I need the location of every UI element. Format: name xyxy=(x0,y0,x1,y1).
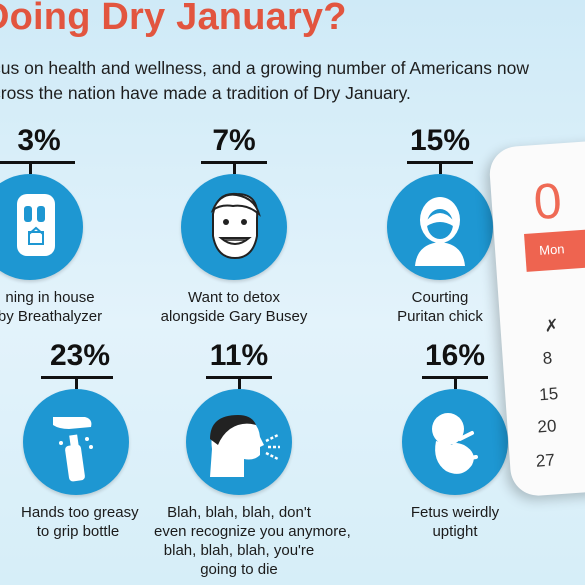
stat-stem xyxy=(453,379,457,389)
fetus-icon xyxy=(402,389,508,495)
stat-percent: 23% xyxy=(49,339,111,372)
stat-label: Hands too greasy to grip bottle xyxy=(0,503,139,541)
stat-stem xyxy=(28,164,32,174)
stat-label: Want to detox alongside Gary Busey xyxy=(159,288,309,326)
stat-label: Blah, blah, blah, don't even recognize y… xyxy=(154,503,351,579)
stat-label-line: Want to detox xyxy=(188,289,280,306)
stat-stem xyxy=(237,379,241,389)
hand-dropping-bottle-icon xyxy=(23,389,129,495)
stat-gary-busey: 7% Want to detox alongside Gary Busey xyxy=(159,126,309,326)
stat-rule xyxy=(422,376,488,379)
stat-breathalyzer: 3% ning in house by Breathalyzer xyxy=(0,126,105,326)
calendar-weekday: Mon xyxy=(538,241,565,258)
stat-rule xyxy=(407,161,473,164)
stat-blah-blah: 11% Blah, blah, blah, don't even recogni… xyxy=(154,339,351,579)
intro-text: cus on health and wellness, and a growin… xyxy=(0,56,585,106)
stat-greasy-hands: 23% Hands too greasy to grip bottle xyxy=(0,339,139,541)
grinning-face-icon xyxy=(181,174,287,280)
stat-label-line: Courting xyxy=(411,289,469,306)
stat-percent: 15% xyxy=(409,124,471,157)
stat-label-line: going to die xyxy=(200,561,278,578)
crossed-date: 15 xyxy=(538,384,559,405)
stat-label-line: Puritan chick xyxy=(397,308,483,325)
crossed-date-icon: ✗ xyxy=(543,315,560,336)
stat-percent: 16% xyxy=(424,339,486,372)
intro-line: cross the nation have made a tradition o… xyxy=(0,83,411,103)
talking-head-icon xyxy=(186,389,292,495)
calendar-day: 0 xyxy=(531,172,564,231)
stat-label-line: to grip bottle xyxy=(36,523,120,540)
stat-rule xyxy=(206,376,272,379)
stat-label-line: uptight xyxy=(432,523,478,540)
stat-rule xyxy=(0,161,75,164)
calendar-weekday-band: Mon xyxy=(524,225,585,272)
stat-puritan: 15% Courting Puritan chick xyxy=(365,126,515,326)
stat-label-line: blah, blah, blah, you're xyxy=(163,542,315,559)
stat-label: ning in house by Breathalyzer xyxy=(0,288,105,326)
stat-label-line: Hands too greasy xyxy=(21,504,139,521)
stat-fetus: 16% Fetus weirdly uptight xyxy=(380,341,530,541)
intro-line: cus on health and wellness, and a growin… xyxy=(0,58,529,78)
stat-label-line: by Breathalyzer xyxy=(0,308,103,325)
crossed-date: 8 xyxy=(542,348,553,368)
stat-stem xyxy=(232,164,236,174)
crossed-date: 27 xyxy=(535,450,556,471)
stat-label-line: Fetus weirdly xyxy=(410,504,500,521)
stat-label-line: Blah, blah, blah, don't xyxy=(167,504,311,521)
stat-label: Fetus weirdly uptight xyxy=(380,503,530,541)
stat-rule xyxy=(41,376,113,379)
stat-percent: 11% xyxy=(209,339,269,372)
stat-stem xyxy=(438,164,442,174)
stat-percent: 3% xyxy=(17,124,61,157)
stat-label-line: alongside Gary Busey xyxy=(160,308,308,325)
stat-rule xyxy=(201,161,267,164)
stat-label-line: ning in house xyxy=(5,289,95,306)
stat-label: Courting Puritan chick xyxy=(365,288,515,326)
puritan-woman-icon xyxy=(387,174,493,280)
page-title: Doing Dry January? xyxy=(0,0,347,38)
stat-stem xyxy=(75,379,78,389)
stat-label-line: even recognize you anymore, xyxy=(154,523,351,540)
stat-percent: 7% xyxy=(212,124,256,157)
crossed-date: 20 xyxy=(536,416,558,437)
breathalyzer-icon xyxy=(0,174,83,280)
